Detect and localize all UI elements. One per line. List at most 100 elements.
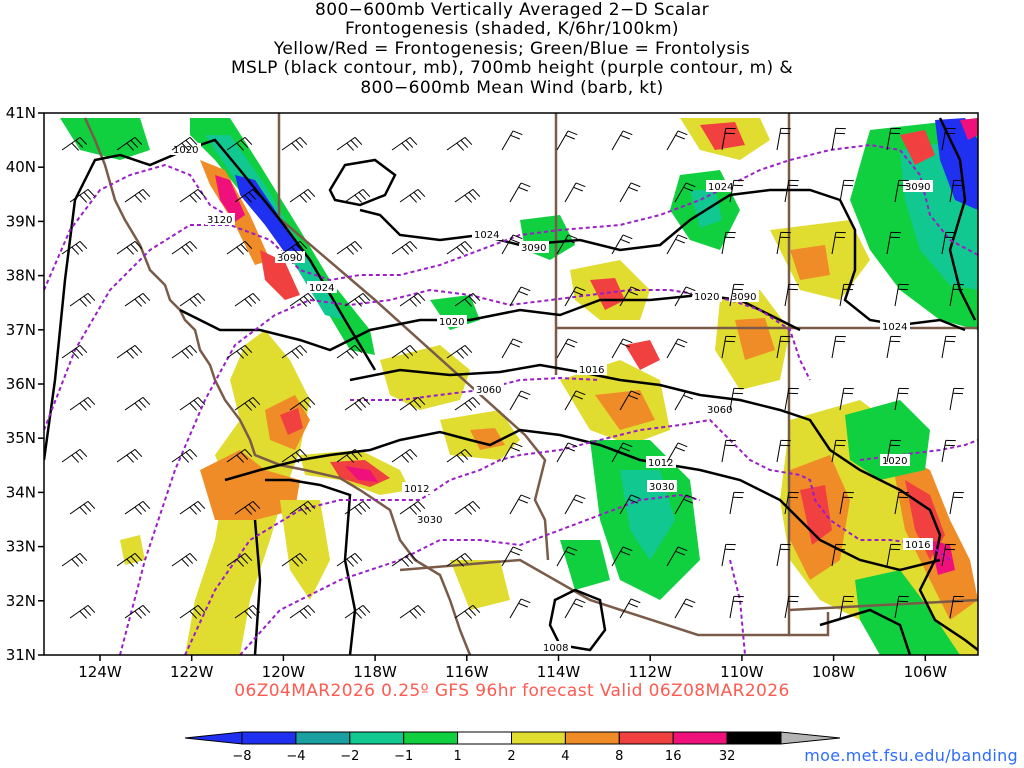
wind-barb (391, 240, 418, 255)
wind-barb (171, 136, 198, 151)
wind-barb (61, 240, 88, 255)
wind-barb (784, 283, 799, 307)
mslp-label: 1020 (439, 317, 464, 328)
height-label: 3090 (277, 253, 302, 264)
wind-barb (729, 387, 744, 411)
height-label: 3060 (707, 405, 732, 416)
lon-label: 122W (170, 663, 214, 681)
lon-label: 106W (904, 663, 948, 681)
valid-time: 06Z04MAR2026 0.25º GFS 96hr forecast Val… (234, 681, 790, 701)
lat-label: 31N (6, 646, 36, 664)
state-borders (83, 113, 978, 655)
lon-label: 120W (262, 663, 306, 681)
wind-barb (281, 344, 308, 359)
wind-barb (776, 543, 791, 567)
wind-barb (454, 396, 481, 411)
wind-barb (391, 448, 418, 463)
wind-barb (721, 543, 736, 567)
credit-link[interactable]: moe.met.fsu.edu/banding (804, 746, 1018, 765)
wind-barb (784, 595, 799, 619)
wind-barb (729, 491, 744, 515)
lat-label: 41N (6, 104, 36, 122)
wind-barb (619, 286, 641, 307)
wind-barb (666, 234, 688, 255)
wind-barb (611, 130, 633, 151)
wind-barb (124, 500, 151, 515)
wind-barb (336, 448, 363, 463)
wind-barb (226, 552, 253, 567)
wind-barb (234, 396, 261, 411)
wind-barb (509, 598, 531, 619)
wind-barb (949, 283, 964, 307)
wind-barb (179, 396, 206, 411)
lon-label: 112W (628, 663, 672, 681)
wind-barb (784, 491, 799, 515)
wind-barb (179, 292, 206, 307)
wind-barb (171, 344, 198, 359)
wind-barb (894, 283, 909, 307)
wind-barb (69, 396, 96, 411)
colorbar-label: 8 (615, 749, 623, 764)
wind-barb (619, 182, 641, 203)
wind-barb (619, 390, 641, 411)
wind-barb (69, 188, 96, 203)
wind-barb (446, 136, 473, 151)
longitude-axis: 124W 122W 120W 118W 116W 114W 112W 110W 108W 106W (78, 655, 947, 681)
wind-barb (116, 136, 143, 151)
wind-barb (234, 292, 261, 307)
wind-barb (61, 552, 88, 567)
lat-label: 32N (6, 592, 36, 610)
wind-barb (886, 335, 901, 359)
wind-barb (289, 292, 316, 307)
wind-barb (281, 552, 308, 567)
wind-barb (674, 286, 696, 307)
wind-barb (281, 136, 308, 151)
wind-barb (116, 448, 143, 463)
colorbar-swatch (403, 731, 459, 745)
wind-barb (69, 292, 96, 307)
wind-barb (509, 390, 531, 411)
lon-label: 108W (812, 663, 856, 681)
wind-barb (949, 595, 964, 619)
wind-barb (391, 136, 418, 151)
wind-barb (454, 500, 481, 515)
wind-barb (501, 130, 523, 151)
wind-barb (674, 598, 696, 619)
lat-label: 35N (6, 429, 36, 447)
wind-barb (446, 240, 473, 255)
wind-barb (674, 390, 696, 411)
wind-barb (116, 344, 143, 359)
wind-barb (666, 442, 688, 463)
wind-barb (234, 604, 261, 619)
wind-barb (399, 396, 426, 411)
title-line: 800−600mb Vertically Averaged 2−D Scalar (315, 0, 709, 20)
mslp-label: 1020 (694, 292, 719, 303)
wind-barb (949, 491, 964, 515)
wind-barb (776, 231, 791, 255)
wind-barb (556, 442, 578, 463)
title-line: 800−600mb Mean Wind (barb, kt) (360, 77, 664, 98)
colorbar-swatch (672, 731, 728, 745)
wind-barb (666, 130, 688, 151)
height-label: 3090 (905, 182, 930, 193)
wind-barb (831, 335, 846, 359)
colorbar-label: −1 (394, 749, 413, 764)
lon-label: 110W (720, 663, 764, 681)
wind-barb (674, 182, 696, 203)
mslp-label: 1024 (708, 182, 733, 193)
colorbar-swatch (349, 731, 405, 745)
wind-barb (116, 240, 143, 255)
wind-barb (949, 179, 964, 203)
colorbar-end-low (184, 731, 243, 745)
wind-barb (399, 604, 426, 619)
wind-barb (179, 500, 206, 515)
frontogenesis-shading (60, 118, 978, 655)
mslp-label: 1008 (543, 643, 568, 654)
wind-barb (454, 188, 481, 203)
wind-barb (729, 595, 744, 619)
wind-barb (941, 127, 956, 151)
wind-barb (831, 543, 846, 567)
wind-barb (941, 439, 956, 463)
wind-barb (839, 595, 854, 619)
wind-barb (564, 390, 586, 411)
